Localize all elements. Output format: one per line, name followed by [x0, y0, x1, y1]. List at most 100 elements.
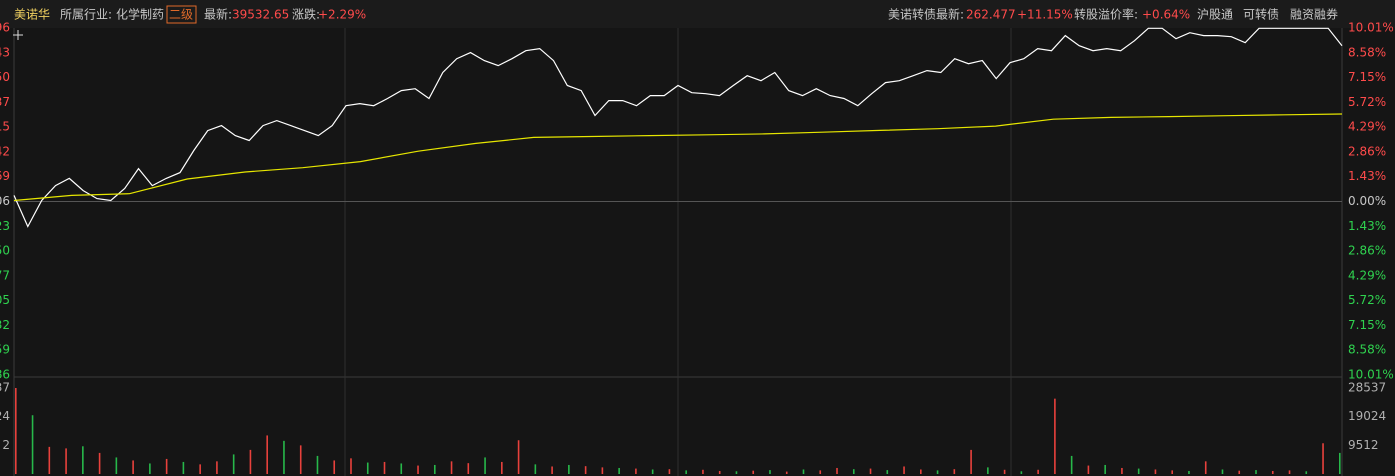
volume-bar	[1221, 469, 1224, 474]
volume-bar	[501, 461, 503, 474]
volume-bar	[98, 452, 101, 474]
volume-bar	[819, 470, 822, 474]
left-tick-label: 37	[0, 381, 10, 395]
bond-change: +11.15%	[1017, 8, 1073, 22]
volume-bar	[299, 445, 302, 474]
left-tick-label: 24	[0, 409, 10, 423]
left-tick-label: 50	[0, 244, 10, 258]
volume-bar	[350, 458, 352, 474]
volume-bar	[953, 469, 956, 474]
volume-bar	[517, 440, 520, 474]
volume-bar	[1070, 455, 1073, 474]
volume-bar	[1020, 471, 1023, 474]
volume-bar	[601, 467, 604, 474]
volume-bar	[433, 464, 436, 474]
y-tick-label: 1.43%	[1348, 219, 1386, 233]
left-tick-label: 15	[0, 120, 10, 134]
y-tick-label: 7.15%	[1348, 70, 1386, 84]
latest: 39532.65	[232, 8, 289, 22]
left-tick-label: 96	[0, 21, 10, 35]
y-tick-label: 1.43%	[1348, 169, 1386, 183]
volume-bar	[383, 461, 386, 474]
volume-bar	[1255, 470, 1257, 474]
y-tick-label: 5.72%	[1348, 293, 1386, 307]
volume-bar	[970, 449, 972, 474]
left-tick-label: 32	[0, 318, 10, 332]
volume-bar	[987, 467, 989, 474]
volume-bar	[115, 457, 118, 474]
volume-bar	[1271, 470, 1274, 474]
left-tick-label: 86	[0, 368, 10, 382]
bond-price: 262.477	[966, 8, 1016, 22]
left-tick-label: 50	[0, 70, 10, 84]
volume-bar	[551, 466, 553, 474]
volume-bar	[15, 388, 17, 474]
left-tick-label: 59	[0, 343, 10, 357]
volume-bar	[651, 469, 654, 474]
volume-bar	[886, 470, 889, 474]
volume-bar	[920, 469, 922, 474]
y-tick-label: 5.72%	[1348, 95, 1386, 109]
volume-bar	[702, 469, 704, 474]
crosshair-icon	[13, 30, 23, 40]
price-line	[13, 27, 1343, 228]
volume-bar	[65, 448, 67, 474]
volume-bar	[1171, 470, 1174, 474]
industry[interactable]: 化学制药	[116, 7, 164, 22]
premium-label: 转股溢价率:	[1074, 7, 1138, 22]
y-tick-label: 4.29%	[1348, 268, 1386, 282]
volume-bar	[1003, 469, 1006, 474]
left-tick-label: 42	[0, 144, 10, 158]
volume-bar	[366, 462, 369, 474]
change-label: 涨跌:	[292, 7, 320, 22]
volume-bar	[752, 470, 755, 474]
price-line	[13, 113, 1343, 202]
volume-bar	[1037, 469, 1039, 474]
volume-bar	[1288, 470, 1291, 474]
volume-bar	[802, 469, 805, 474]
volume-bar	[182, 461, 185, 474]
volume-bar	[1238, 470, 1241, 474]
level[interactable]: 二级	[169, 8, 193, 22]
left-tick-label: 2	[2, 438, 10, 452]
industry-label: 所属行业:	[60, 8, 112, 22]
y-tick-label: 2.86%	[1348, 244, 1386, 258]
volume-bar	[685, 470, 687, 474]
volume-bar	[1054, 398, 1056, 474]
volume-bar	[149, 463, 151, 474]
volume-bar	[450, 461, 453, 474]
volume-bar	[1305, 471, 1308, 474]
premium: +0.64%	[1142, 8, 1190, 22]
volume-bar	[1154, 469, 1157, 474]
volume-bar	[1087, 465, 1090, 474]
volume-bar	[769, 470, 771, 474]
volume-bar	[635, 468, 637, 474]
volume-bar	[467, 463, 470, 474]
volume-bar	[836, 467, 838, 474]
volume-bar	[1204, 461, 1207, 474]
volume-bar	[1188, 470, 1190, 474]
y-tick-label: 28537	[1348, 381, 1386, 395]
volume-bar	[165, 458, 168, 474]
volume-bar	[48, 446, 51, 474]
link[interactable]: 可转债	[1243, 7, 1279, 22]
volume-bar	[249, 449, 252, 474]
y-tick-label: 0.00%	[1348, 194, 1386, 208]
bond-label: 美诺转债最新:	[888, 7, 964, 22]
volume-bar	[484, 457, 486, 474]
left-tick-label: 37	[0, 95, 10, 109]
stock-name: 美诺华	[14, 8, 50, 22]
left-tick-label: 05	[0, 293, 10, 307]
link[interactable]: 沪股通	[1197, 8, 1233, 22]
volume-bar	[216, 461, 218, 474]
volume-bar	[735, 471, 738, 474]
y-tick-label: 9512	[1348, 438, 1379, 452]
volume-bar	[936, 470, 939, 474]
volume-bar	[852, 469, 855, 474]
link[interactable]: 融资融券	[1290, 7, 1338, 22]
y-tick-label: 10.01%	[1348, 21, 1394, 35]
y-tick-label: 8.58%	[1348, 45, 1386, 59]
